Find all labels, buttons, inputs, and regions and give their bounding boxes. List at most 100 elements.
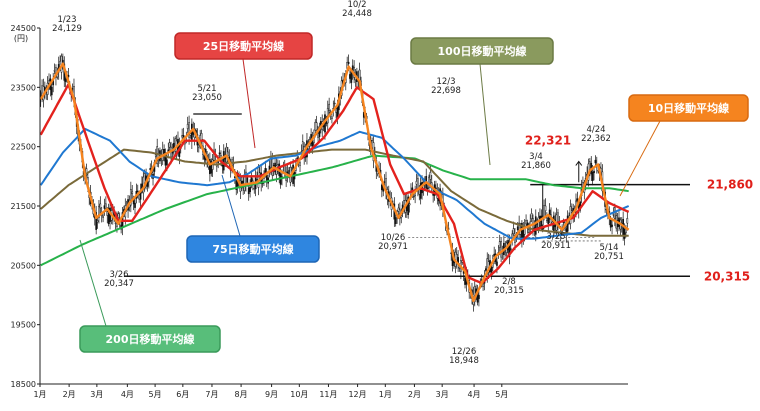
candle-body [106,211,109,216]
candle-body [530,213,533,219]
x-tick-label: 4月 [468,390,481,399]
series-label-ma75: 75日移動平均線 [186,174,320,263]
candle-body [264,168,267,173]
candle-body [623,228,626,239]
candle-body [217,161,220,163]
line-ma200 [40,154,629,267]
series-label-ma200: 200日移動平均線 [79,239,221,353]
candle-body [527,229,530,233]
candle-body [168,142,171,148]
label-text: 10日移動平均線 [648,101,729,115]
candle-body [314,121,317,131]
annotation-date: 4/24 [586,125,605,135]
candle-body [496,261,498,266]
label-box [628,94,749,122]
annotation-date: 12/26 [452,347,477,357]
annotation-value: 20,347 [104,279,134,289]
candle-body [188,122,190,138]
bracket-arrow-head [575,160,583,166]
x-tick-label: 11月 [319,390,337,399]
candle-body [253,188,256,190]
candle-body [191,123,193,142]
level-label-21860: 21,860 [707,178,753,192]
candle-body [331,116,333,120]
candle-body [594,159,597,164]
candle-body [103,205,106,209]
label-box [79,325,221,353]
candle-body [525,220,527,225]
candle-body [249,186,251,193]
candle-body [478,294,480,299]
series-label-ma100: 100日移動平均線 [410,37,554,166]
candle-body [543,205,545,218]
candle-body [512,228,515,235]
x-tick-label: 2月 [63,390,76,399]
x-tick-label: 6月 [176,390,189,399]
y-tick-label: 23500 [11,83,36,92]
level-label-20315: 20,315 [704,269,750,283]
label-text: 200日移動平均線 [106,332,195,346]
candle-body [53,70,56,72]
candle-body [296,157,299,159]
annotation-date: 3/25 [546,232,565,242]
candle-body [154,154,157,157]
x-tick-label: 9月 [265,390,278,399]
candle-body [222,151,225,171]
candle-body [98,205,100,218]
label-box [410,37,554,65]
candle-body [408,203,411,206]
candle-body [102,215,104,218]
y-tick-label: 21500 [11,202,36,211]
candle-body [265,174,268,181]
annotation-date: 3/26 [109,270,128,280]
candle-body [570,210,573,213]
line-ma25 [39,83,630,285]
candle-body [99,203,102,209]
annotation-value: 18,948 [449,356,479,366]
annotation-date: 1/23 [57,15,76,25]
candle-body [166,159,168,166]
candle-body [349,74,351,79]
label-leader-line [221,174,241,237]
candle-body [412,195,415,198]
annotation-date: 5/14 [599,243,618,253]
candle-body [136,190,139,192]
candle-body [114,222,117,225]
candle-body [407,196,410,215]
candle-body [50,86,53,96]
candle-body [394,217,397,224]
candle-body [315,122,318,131]
candle-body [593,170,595,174]
candle-body [432,193,435,196]
line-ma100 [40,148,629,237]
annotation-value: 23,050 [192,93,222,103]
y-tick-label: 19500 [11,321,36,330]
annotation-value: 22,362 [581,134,611,144]
label-text: 25日移動平均線 [203,39,284,53]
label-box [174,32,313,60]
candle-body [516,226,519,230]
label-leader-line [619,120,661,197]
candle-body [333,102,336,105]
candle-body [418,189,421,195]
level-label-22321: 22,321 [525,133,571,147]
x-tick-label: 10月 [290,390,308,399]
candle-body [197,144,200,148]
x-tick-label: 8月 [235,390,248,399]
candle-body [85,168,88,176]
candle-body [426,187,429,189]
label-box [186,235,320,263]
candle-body [301,141,304,151]
candle-body [227,151,229,156]
y-tick-label: 22500 [11,143,36,152]
candle-body [626,218,629,224]
annotation-value: 24,448 [342,9,372,19]
candle-body [464,277,466,285]
series-label-ma25: 25日移動平均線 [174,32,313,149]
candle-body [250,176,253,183]
annotation-value: 22,698 [431,86,461,96]
candle-body [138,194,141,200]
candle-body [546,217,548,221]
x-tick-label: 3月 [436,390,449,399]
candle-body [105,203,107,209]
